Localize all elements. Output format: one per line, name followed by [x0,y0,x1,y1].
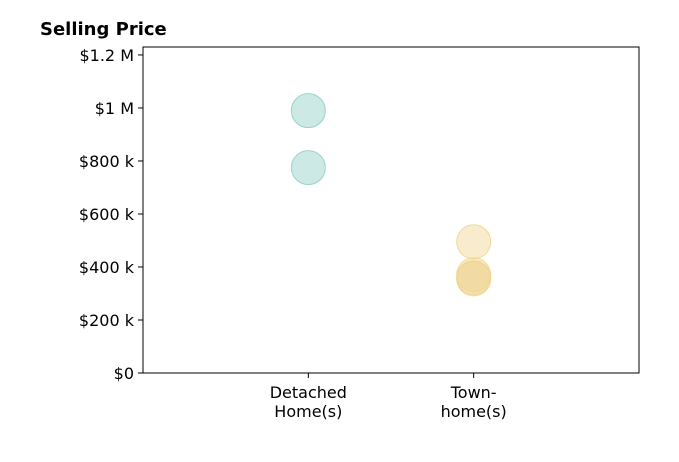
y-tick-label: $1 M [95,99,134,118]
y-axis: $0 $200 k $400 k $600 k $800 k $1 M $1.2 M [79,46,143,383]
x-tick-label: Town-home(s) [441,383,507,421]
data-point [456,224,492,260]
x-tick-label: Detached Home(s) [270,383,347,421]
y-tick-label: $800 k [79,152,135,171]
scatter-points [290,93,492,297]
plot-area-frame [142,46,640,374]
y-tick-label: $1.2 M [79,46,134,65]
data-point [290,93,326,129]
y-tick-label: $200 k [79,311,135,330]
data-point [290,150,326,186]
x-axis: Detached Home(s) Town-home(s) [270,373,507,421]
y-tick-label: $400 k [79,258,135,277]
data-point [456,261,492,297]
chart-title: Selling Price [40,19,167,40]
y-tick-label: $0 [114,364,134,383]
y-tick-label: $600 k [79,205,135,224]
